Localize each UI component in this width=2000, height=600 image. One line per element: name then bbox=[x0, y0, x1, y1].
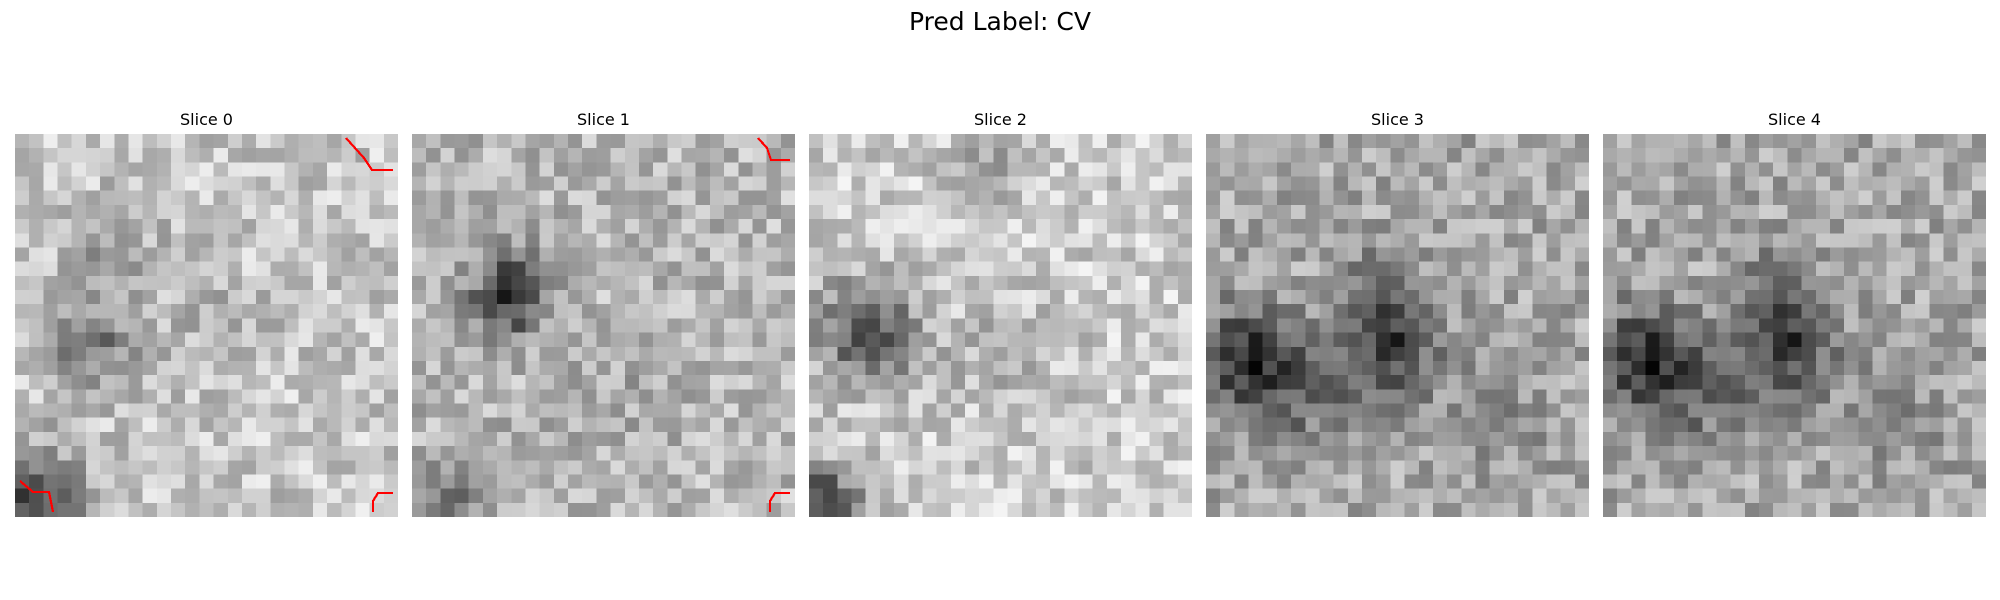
red-corner-marker bbox=[371, 491, 393, 512]
figure-title: Pred Label: CV bbox=[909, 7, 1091, 36]
slice-title: Slice 4 bbox=[1768, 110, 1821, 129]
slice-image bbox=[15, 134, 398, 517]
slice-panel-3: Slice 3 bbox=[1206, 108, 1589, 517]
slice-title: Slice 2 bbox=[974, 110, 1027, 129]
slice-heatmap bbox=[1603, 134, 1986, 517]
slice-panel-0: Slice 0 bbox=[15, 108, 398, 517]
red-corner-marker bbox=[757, 137, 790, 162]
slice-panel-4: Slice 4 bbox=[1603, 108, 1986, 517]
slice-heatmap bbox=[15, 134, 398, 517]
slice-title: Slice 3 bbox=[1371, 110, 1424, 129]
red-corner-marker bbox=[345, 137, 393, 172]
slice-heatmap bbox=[809, 134, 1192, 517]
slice-panel-1: Slice 1 bbox=[412, 108, 795, 517]
red-corner-marker bbox=[768, 491, 790, 512]
slice-image bbox=[412, 134, 795, 517]
red-corner-marker bbox=[19, 480, 55, 513]
slice-heatmap bbox=[412, 134, 795, 517]
slice-image bbox=[1206, 134, 1589, 517]
slice-panel-2: Slice 2 bbox=[809, 108, 1192, 517]
slice-image bbox=[809, 134, 1192, 517]
slice-image bbox=[1603, 134, 1986, 517]
slice-title: Slice 1 bbox=[577, 110, 630, 129]
slice-heatmap bbox=[1206, 134, 1589, 517]
slice-title: Slice 0 bbox=[180, 110, 233, 129]
